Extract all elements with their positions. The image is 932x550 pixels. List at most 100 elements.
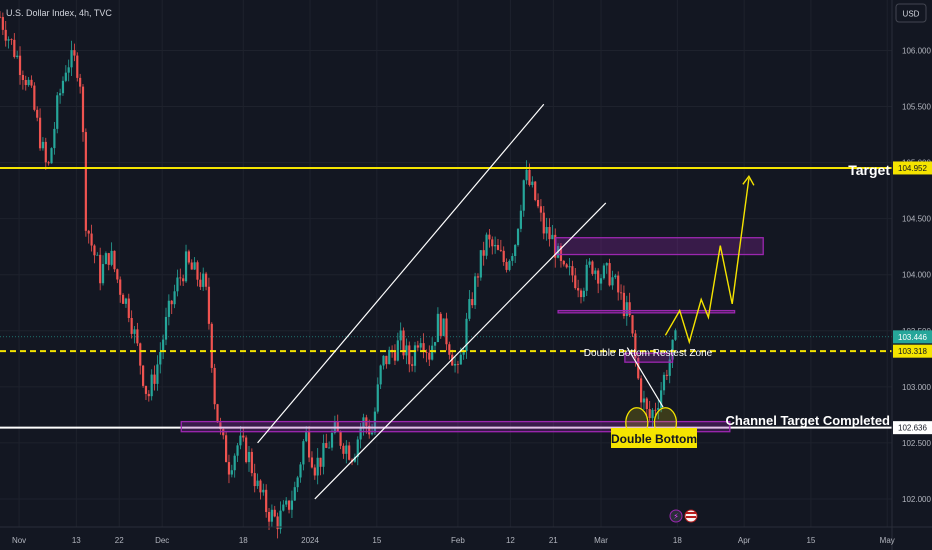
- candle: [325, 433, 328, 449]
- x-tick-label: 21: [549, 536, 558, 545]
- candle-body: [61, 80, 65, 94]
- candle-body: [491, 239, 494, 247]
- candle-body: [170, 300, 173, 305]
- candle-body: [471, 299, 474, 306]
- demand-zone: [180, 420, 731, 433]
- candle-body: [139, 343, 142, 366]
- candle: [107, 252, 110, 271]
- candle-body: [451, 354, 454, 366]
- candle-body: [591, 261, 594, 274]
- candle-body: [597, 270, 600, 284]
- x-tick-label: 22: [115, 536, 124, 545]
- candle-body: [67, 67, 70, 73]
- x-tick-label: Nov: [12, 536, 26, 545]
- candle: [79, 73, 82, 94]
- candle: [236, 443, 239, 463]
- candle-body: [24, 79, 27, 86]
- candle: [196, 260, 199, 287]
- candle: [637, 355, 640, 380]
- candle-body: [433, 342, 437, 346]
- candle-body: [594, 270, 597, 274]
- candle: [130, 310, 133, 339]
- candle: [167, 294, 170, 326]
- candle-body: [534, 181, 537, 201]
- candle-body: [642, 398, 646, 403]
- candle: [508, 259, 511, 272]
- candle: [0, 11, 2, 19]
- candle: [44, 137, 47, 170]
- candle: [256, 473, 259, 489]
- candle-body: [322, 443, 325, 467]
- candle: [36, 106, 39, 122]
- candle-body: [528, 169, 531, 185]
- candle: [287, 500, 291, 514]
- candle: [199, 272, 202, 290]
- candle: [313, 464, 316, 480]
- candle-body: [50, 148, 53, 164]
- candle: [316, 448, 319, 485]
- candle: [144, 385, 148, 400]
- candle-body: [242, 435, 245, 438]
- candle: [70, 40, 73, 77]
- candle: [159, 342, 162, 374]
- event-icons[interactable]: ⚡: [669, 509, 698, 523]
- candle-body: [605, 263, 608, 266]
- candle-body: [456, 363, 460, 365]
- candle: [608, 258, 611, 287]
- candle-body: [388, 349, 391, 365]
- candle: [93, 244, 96, 264]
- candle: [67, 59, 70, 82]
- candle: [259, 479, 262, 500]
- candle-body: [59, 93, 62, 96]
- candle: [639, 375, 643, 409]
- candle: [348, 441, 351, 461]
- candle-body: [196, 262, 199, 280]
- candle: [599, 274, 603, 291]
- candle: [302, 439, 305, 471]
- candle: [614, 273, 617, 280]
- x-tick-label: Feb: [451, 536, 465, 545]
- candle: [139, 342, 142, 375]
- candle: [319, 457, 322, 476]
- candle: [225, 431, 228, 463]
- candle: [270, 504, 273, 528]
- candle-body: [442, 318, 445, 336]
- candle-body: [654, 409, 657, 411]
- retest-zone: [624, 352, 674, 363]
- candle: [279, 501, 282, 534]
- candle-body: [411, 364, 414, 366]
- candle-body: [73, 50, 76, 56]
- candle-body: [164, 316, 168, 340]
- candle: [101, 255, 105, 286]
- currency-button[interactable]: USD: [895, 3, 927, 23]
- candle-body: [405, 345, 408, 356]
- candle: [651, 408, 654, 427]
- candle-body: [428, 352, 431, 360]
- candle: [619, 284, 623, 300]
- candle-body: [562, 260, 565, 265]
- candle-body: [399, 330, 402, 341]
- candle: [402, 327, 405, 360]
- candle-body: [47, 162, 50, 164]
- candle-body: [90, 233, 93, 246]
- candle: [382, 355, 385, 370]
- projection-arrowhead: [742, 174, 755, 186]
- candle-body: [202, 273, 205, 287]
- candle: [462, 347, 465, 360]
- price-badge-text: 104.952: [898, 164, 927, 173]
- candle-body: [287, 500, 291, 510]
- candle-body: [81, 86, 85, 133]
- candle: [419, 337, 422, 350]
- candle: [250, 448, 253, 477]
- candle: [413, 341, 417, 373]
- candle: [59, 88, 62, 104]
- candle: [121, 293, 125, 304]
- candle: [473, 272, 477, 310]
- supply-zone: [555, 237, 764, 256]
- candle: [551, 224, 554, 240]
- candle-body: [531, 181, 534, 185]
- candle: [502, 246, 505, 266]
- candle: [202, 267, 205, 291]
- resistance-zone: [557, 309, 736, 314]
